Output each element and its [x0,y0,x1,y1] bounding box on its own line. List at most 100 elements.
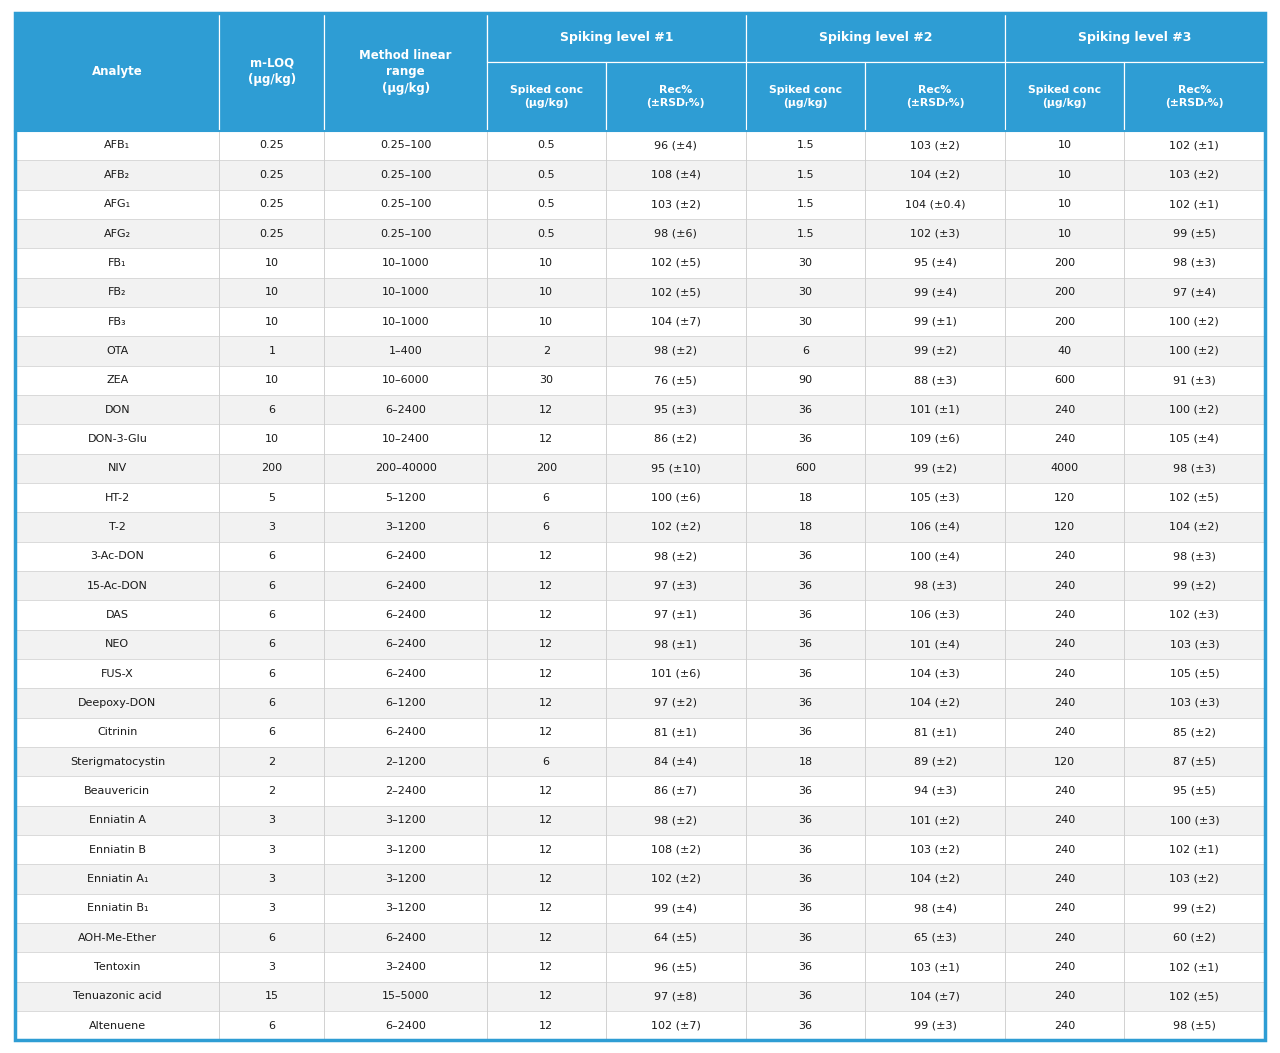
Bar [605,776,746,806]
Bar [486,571,605,600]
Text: 106 (±4): 106 (±4) [910,522,960,532]
Text: 10: 10 [265,375,279,385]
Bar [865,219,1005,249]
Text: 3–1200: 3–1200 [385,522,426,532]
Text: 12: 12 [539,845,553,855]
Bar [486,718,605,747]
Text: Sterigmatocystin: Sterigmatocystin [70,757,165,767]
Text: 0.5: 0.5 [538,170,556,180]
Bar [1005,483,1124,512]
Bar [746,541,865,571]
Text: 102 (±5): 102 (±5) [1170,991,1219,1001]
Bar [746,776,865,806]
Text: 98 (±2): 98 (±2) [654,552,698,561]
Bar [605,512,746,541]
Bar [15,981,219,1011]
Bar [486,600,605,630]
Bar [1124,689,1265,718]
Text: 240: 240 [1053,610,1075,620]
Text: 100 (±2): 100 (±2) [1170,404,1219,415]
Bar [865,306,1005,336]
Text: 36: 36 [799,552,813,561]
Bar [865,365,1005,395]
Bar [1005,776,1124,806]
Text: 1.5: 1.5 [796,199,814,210]
Bar [324,630,486,659]
Text: 36: 36 [799,580,813,591]
Bar [486,806,605,835]
Text: 95 (±10): 95 (±10) [652,463,700,473]
Bar [15,190,219,219]
Text: 1–400: 1–400 [389,345,422,356]
Bar [15,424,219,454]
Bar [15,131,219,160]
Text: 0.25–100: 0.25–100 [380,170,431,180]
Text: 91 (±3): 91 (±3) [1172,375,1216,385]
Text: 120: 120 [1055,757,1075,767]
Bar [486,689,605,718]
Bar [486,483,605,512]
Text: 10: 10 [265,258,279,267]
Bar [15,336,219,365]
Text: OTA: OTA [106,345,128,356]
Bar [15,160,219,190]
Text: 10: 10 [1057,170,1071,180]
Text: 240: 240 [1053,639,1075,650]
Bar [746,952,865,981]
Text: 98 (±6): 98 (±6) [654,229,698,239]
Text: 100 (±4): 100 (±4) [910,552,960,561]
Text: 99 (±3): 99 (±3) [914,1020,956,1031]
Bar [746,659,865,689]
Text: 99 (±2): 99 (±2) [914,345,956,356]
Bar [219,249,324,278]
Bar [219,571,324,600]
Text: 102 (±5): 102 (±5) [1170,493,1219,502]
Text: 0.5: 0.5 [538,229,556,239]
Text: 102 (±2): 102 (±2) [652,522,700,532]
Text: 12: 12 [539,786,553,796]
Bar [1124,865,1265,894]
Bar [486,424,605,454]
Bar [324,190,486,219]
Bar [746,483,865,512]
Bar [15,600,219,630]
Bar [865,278,1005,306]
Bar [219,219,324,249]
Text: DON-3-Glu: DON-3-Glu [87,434,147,444]
Text: 240: 240 [1053,1020,1075,1031]
Text: 108 (±4): 108 (±4) [652,170,700,180]
Text: 2: 2 [543,345,550,356]
Text: 100 (±6): 100 (±6) [652,493,700,502]
Text: 36: 36 [799,404,813,415]
Bar [746,365,865,395]
Bar [746,13,1005,62]
Text: m-LOQ
(μg/kg): m-LOQ (μg/kg) [248,57,296,86]
Text: 240: 240 [1053,786,1075,796]
Bar [1005,747,1124,776]
Text: 103 (±2): 103 (±2) [1170,170,1219,180]
Text: 2: 2 [269,786,275,796]
Bar [1124,835,1265,865]
Text: 36: 36 [799,962,813,972]
Text: 84 (±4): 84 (±4) [654,757,698,767]
Text: 99 (±4): 99 (±4) [914,287,956,297]
Text: 36: 36 [799,434,813,444]
Text: 15–5000: 15–5000 [381,991,429,1001]
Text: 12: 12 [539,874,553,885]
Bar [605,571,746,600]
Text: 0.25: 0.25 [260,140,284,151]
Bar [1124,62,1265,131]
Text: 95 (±4): 95 (±4) [914,258,956,267]
Text: 3–1200: 3–1200 [385,815,426,826]
Text: 6–2400: 6–2400 [385,580,426,591]
Text: 0.25: 0.25 [260,199,284,210]
Text: Tentoxin: Tentoxin [95,962,141,972]
Text: 6–2400: 6–2400 [385,1020,426,1031]
Bar [486,512,605,541]
Text: 6: 6 [269,1020,275,1031]
Bar [324,776,486,806]
Bar [605,160,746,190]
Text: 104 (±7): 104 (±7) [910,991,960,1001]
Bar [486,835,605,865]
Text: 86 (±2): 86 (±2) [654,434,698,444]
